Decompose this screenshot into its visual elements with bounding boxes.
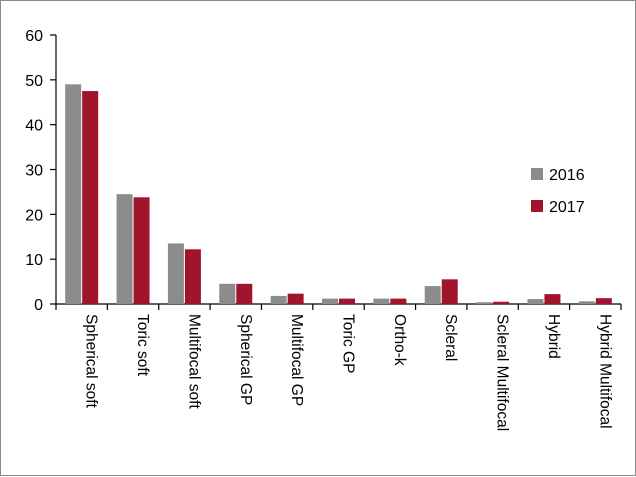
bar-2016-7 xyxy=(424,286,441,304)
bars xyxy=(65,84,612,305)
y-tick-label: 20 xyxy=(25,207,43,224)
legend: 2016 2017 xyxy=(531,167,585,216)
legend-label: 2016 xyxy=(549,167,585,184)
x-category-label: Scleral Multifocal xyxy=(494,314,511,431)
bar-2016-10 xyxy=(578,301,595,304)
bar-2016-2 xyxy=(167,243,184,304)
bar-2017-0 xyxy=(82,91,99,305)
bar-2017-10 xyxy=(595,298,612,304)
bar-2016-6 xyxy=(373,298,390,304)
legend-swatch-2017 xyxy=(531,200,543,212)
x-axis: Spherical soft Toric soft Multifocal soft S… xyxy=(55,303,622,431)
bar-2017-8 xyxy=(493,301,510,304)
bar-2016-1 xyxy=(116,194,133,304)
bar-2016-9 xyxy=(527,299,544,304)
legend-swatch-2016 xyxy=(531,168,543,180)
x-category-label: Scleral xyxy=(442,314,459,361)
bar-2017-9 xyxy=(544,294,561,304)
x-category-label: Spherical soft xyxy=(83,314,100,409)
bar-2017-7 xyxy=(441,279,458,304)
x-category-label: Toric soft xyxy=(134,314,151,377)
bar-2017-2 xyxy=(184,249,201,304)
y-tick-label: 50 xyxy=(25,73,43,90)
y-tick-label: 10 xyxy=(25,252,43,269)
bar-2017-1 xyxy=(133,197,150,304)
bar-2016-3 xyxy=(219,283,236,304)
bar-2016-4 xyxy=(270,295,287,304)
x-category-label: Hybrid xyxy=(545,314,562,359)
x-category-label: Multifocal soft xyxy=(185,314,202,409)
y-axis: 0 10 20 30 40 50 60 xyxy=(25,28,57,314)
x-category-label: Multifocal GP xyxy=(288,314,305,406)
bar-2016-5 xyxy=(322,298,338,304)
y-tick-label: 0 xyxy=(34,297,43,314)
legend-label: 2017 xyxy=(549,199,585,216)
bar-2017-3 xyxy=(236,283,253,304)
y-tick-label: 30 xyxy=(25,163,43,180)
bar-2017-6 xyxy=(390,298,407,304)
bar-2017-4 xyxy=(287,293,304,304)
x-category-label: Ortho-k xyxy=(391,314,408,366)
x-category-label: Spherical GP xyxy=(237,314,254,405)
x-category-label: Toric GP xyxy=(340,314,357,373)
x-category-label: Hybrid Multifocal xyxy=(596,314,613,429)
bar-2016-8 xyxy=(476,302,493,304)
bar-2016-0 xyxy=(65,84,82,304)
y-tick-label: 60 xyxy=(25,28,43,45)
bar-2017-5 xyxy=(339,298,355,304)
y-tick-label: 40 xyxy=(25,118,43,135)
